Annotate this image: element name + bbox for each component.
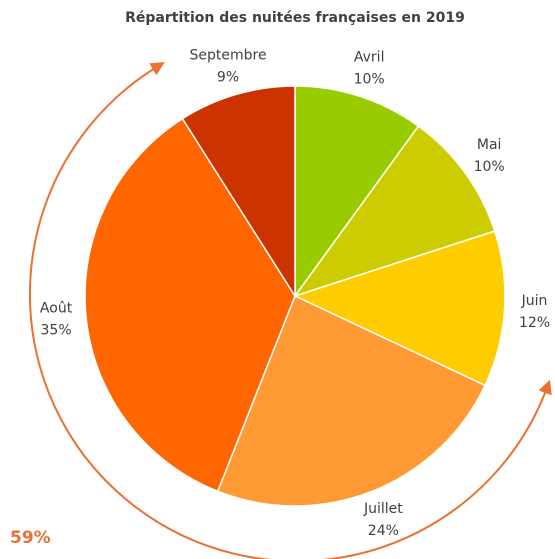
- pie-slice: [84, 117, 296, 493]
- slice-label: Juillet: [363, 501, 403, 517]
- arrow: [28, 62, 552, 559]
- pie-slice: [216, 294, 487, 507]
- data-label: 24%: [368, 523, 399, 539]
- slice-label: Mai: [477, 137, 502, 153]
- slice-label: Août: [40, 301, 73, 317]
- data-label: 12%: [519, 315, 550, 331]
- pie-slice: [181, 85, 296, 299]
- data-label: 35%: [41, 323, 72, 339]
- data-label: 10%: [354, 72, 385, 88]
- pie-slice: [294, 85, 420, 299]
- chart-title: Répartition des nuitées françaises en 20…: [125, 10, 465, 26]
- slice-label: Avril: [354, 50, 385, 66]
- slice-label: Septembre: [190, 48, 267, 64]
- pie-slice: [293, 125, 496, 298]
- annotation: 59%: [10, 528, 51, 548]
- data-label: 10%: [474, 159, 505, 175]
- pie-slice: [292, 230, 506, 387]
- data-label: 9%: [217, 70, 239, 86]
- slice-label: Juin: [521, 293, 548, 309]
- pie: [84, 85, 506, 507]
